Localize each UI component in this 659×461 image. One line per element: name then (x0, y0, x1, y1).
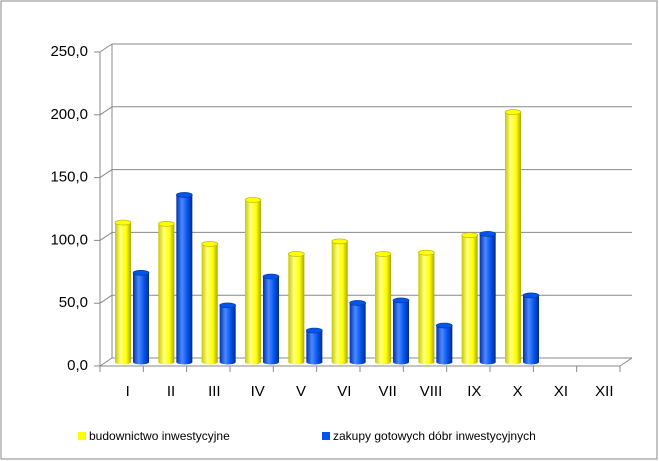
bar (505, 112, 521, 362)
bar-top (132, 270, 150, 276)
bar-base (418, 359, 435, 365)
bar-top (349, 300, 366, 306)
y-tick-label: 100,0 (50, 231, 88, 248)
bar-top (158, 221, 175, 227)
bar (331, 241, 348, 362)
bar-top (262, 273, 280, 280)
bar (133, 272, 149, 362)
x-tick-label: XII (595, 383, 613, 400)
bar-base (115, 359, 131, 365)
bar-top (201, 241, 218, 247)
bar (245, 199, 261, 362)
x-tick-label: X (513, 383, 523, 400)
bar-base (245, 359, 261, 365)
bar-top (522, 292, 540, 299)
x-tick-label: IX (467, 383, 481, 400)
bar-base (393, 359, 409, 365)
bar-base (331, 359, 348, 365)
bar (176, 194, 193, 362)
bar-top (331, 238, 348, 245)
grid-diag (99, 43, 113, 53)
bar-base (505, 359, 521, 365)
grid-diag (99, 169, 113, 179)
bar (479, 233, 496, 362)
bar-base (479, 359, 496, 365)
bar-base (176, 359, 193, 365)
bar-top (418, 249, 435, 256)
x-tick-label: II (167, 383, 175, 400)
bar-top (504, 109, 522, 115)
bar-top (479, 231, 496, 237)
bar (263, 276, 279, 362)
x-tick-label: III (208, 383, 221, 400)
bar-top (306, 327, 323, 334)
bar-base (288, 359, 305, 365)
grid-diag (99, 294, 113, 304)
x-tick-label: VIII (420, 383, 443, 400)
bar-base (219, 359, 236, 365)
x-tick-label: VII (378, 383, 396, 400)
bar-base (349, 359, 366, 365)
bar (436, 325, 453, 362)
bar (393, 300, 409, 362)
x-tick-label: I (126, 383, 130, 400)
y-tick-label: 200,0 (50, 106, 88, 123)
bar-base (375, 359, 391, 365)
x-tick-label: XI (554, 383, 568, 400)
y-tick-label: 250,0 (50, 43, 88, 60)
legend-label: budownictwo inwestycyjne (89, 429, 230, 443)
bar-base (306, 359, 323, 365)
legend-swatch (78, 432, 86, 440)
floor-right (619, 357, 633, 367)
y-tick-label: 0,0 (67, 357, 88, 374)
bar (158, 223, 175, 362)
bar-top (288, 251, 305, 257)
bar-top (461, 232, 478, 238)
bar-base (158, 359, 175, 365)
bar-base (461, 359, 478, 365)
y-tick-label: 50,0 (59, 294, 88, 311)
bar-top (219, 302, 236, 309)
bar-top (176, 192, 193, 198)
y-tick-label: 150,0 (50, 169, 88, 186)
bar (349, 302, 366, 362)
bar-top (244, 197, 262, 203)
bar (375, 253, 391, 362)
bar (201, 243, 218, 362)
grid-diag (99, 231, 113, 241)
x-tick-label: VI (337, 383, 351, 400)
bar (115, 222, 131, 362)
grid-diag (99, 106, 113, 116)
bar (418, 252, 435, 362)
bar-top (436, 322, 453, 329)
grid-diag (99, 357, 113, 367)
bar-base (523, 359, 539, 365)
bar-top (392, 297, 410, 304)
bar (306, 330, 323, 362)
bar-base (263, 359, 279, 365)
bar (523, 295, 539, 362)
bar (288, 253, 305, 362)
legend-label: zakupy gotowych dóbr inwestycyjnych (333, 429, 536, 443)
bar-base (133, 359, 149, 365)
legend-swatch (322, 432, 330, 440)
bar (219, 305, 236, 362)
x-tick-label: IV (251, 383, 265, 400)
x-tick-label: V (296, 383, 306, 400)
bar-top (114, 219, 132, 226)
bar-base (201, 359, 218, 365)
bar (461, 235, 478, 362)
bar-base (436, 359, 453, 365)
bar-top (374, 251, 392, 257)
